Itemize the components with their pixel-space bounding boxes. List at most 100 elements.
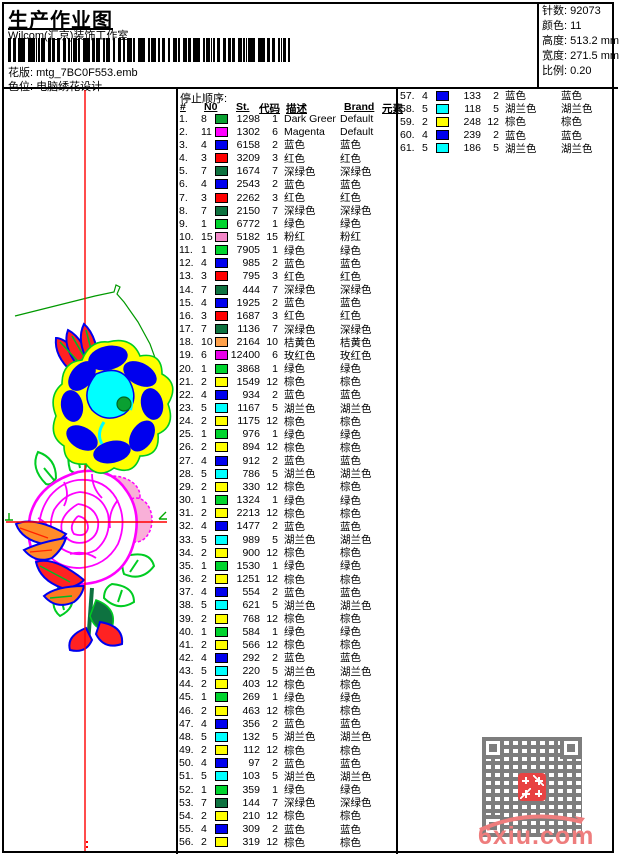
brand-cell: 蓝色 <box>340 823 361 836</box>
stitch-count-cell: 1175 <box>237 415 260 428</box>
table-row: 4. 3 3209 3 红色 红色 <box>179 151 395 165</box>
description-cell: 蓝色 <box>284 139 305 152</box>
stop-seq-cell: 15. <box>179 296 194 309</box>
table-row: 57. 4 133 2 蓝色 蓝色 <box>400 89 616 103</box>
brand-cell: 棕色 <box>340 744 361 757</box>
needle-number-cell: 1 <box>201 625 207 638</box>
table-row: 43. 5 220 5 湖兰色 湖兰色 <box>179 665 395 678</box>
table-row: 9. 1 6772 1 绿色 绿色 <box>179 217 395 231</box>
width-label: 宽度: <box>542 50 568 62</box>
description-cell: 棕色 <box>284 507 305 520</box>
brand-cell: Default <box>340 125 374 138</box>
color-swatch <box>215 468 228 479</box>
brand-cell: 玫红色 <box>340 349 372 362</box>
stitch-count-cell: 444 <box>242 283 260 296</box>
table-row: 11. 1 7905 1 绿色 绿色 <box>179 244 395 257</box>
color-swatch <box>215 560 228 571</box>
code-cell: 2 <box>272 823 278 836</box>
code-cell: 1 <box>272 783 278 796</box>
table-row: 20. 1 3868 1 绿色 绿色 <box>179 362 395 376</box>
table-row: 22. 4 934 2 蓝色 蓝色 <box>179 388 395 402</box>
stop-seq-cell: 56. <box>179 836 194 849</box>
color-swatch <box>215 718 228 729</box>
column-header-code: 代码 <box>259 103 280 115</box>
stop-seq-cell: 12. <box>179 257 194 270</box>
color-swatch <box>215 113 228 124</box>
brand-cell: 绿色 <box>340 494 361 507</box>
needle-number-cell: 2 <box>201 480 207 493</box>
description-cell: 绿色 <box>284 560 305 573</box>
needle-number-cell: 5 <box>422 102 428 115</box>
stitch-count-cell: 2213 <box>236 507 260 520</box>
stop-seq-cell: 58. <box>400 102 415 115</box>
code-cell: 1 <box>272 494 278 507</box>
description-cell: 棕色 <box>505 116 526 129</box>
needle-number-cell: 2 <box>201 441 207 454</box>
description-cell: 蓝色 <box>284 652 305 665</box>
needle-number-cell: 7 <box>201 165 207 178</box>
code-cell: 12 <box>266 507 278 520</box>
stop-seq-cell: 34. <box>179 546 194 559</box>
stitch-count-cell: 1136 <box>237 323 260 336</box>
needle-number-cell: 5 <box>422 142 428 155</box>
code-cell: 1 <box>272 691 278 704</box>
stop-seq-cell: 18. <box>179 336 194 349</box>
code-cell: 3 <box>272 191 278 204</box>
stop-seq-cell: 10. <box>179 230 194 243</box>
brand-cell: 棕色 <box>561 116 582 129</box>
code-cell: 7 <box>272 796 278 809</box>
needle-number-cell: 1 <box>201 559 207 572</box>
description-cell: 绿色 <box>284 244 305 257</box>
code-cell: 7 <box>272 204 278 217</box>
color-swatch <box>215 824 228 835</box>
needle-number-cell: 4 <box>201 757 207 770</box>
stop-seq-cell: 59. <box>400 115 415 128</box>
description-cell: 棕色 <box>284 639 305 652</box>
brand-cell: 绿色 <box>340 784 361 797</box>
needle-number-cell: 2 <box>201 638 207 651</box>
brand-cell: 深绿色 <box>340 205 372 218</box>
stop-seq-cell: 54. <box>179 809 194 822</box>
needle-number-cell: 15 <box>201 230 213 243</box>
needle-number-cell: 4 <box>201 138 207 151</box>
color-swatch <box>215 771 228 782</box>
qr-finder-top-left <box>482 737 504 759</box>
needle-number-cell: 8 <box>201 112 207 125</box>
table-row: 49. 2 112 12 棕色 棕色 <box>179 744 395 757</box>
stitch-count-cell: 118 <box>464 102 481 115</box>
stitch-count-cell: 900 <box>242 546 260 559</box>
stop-seq-cell: 33. <box>179 533 194 546</box>
table-row: 12. 4 985 2 蓝色 蓝色 <box>179 257 395 270</box>
brand-cell: 粉红 <box>340 231 361 244</box>
needle-number-cell: 4 <box>201 178 207 191</box>
code-cell: 2 <box>272 717 278 730</box>
color-swatch <box>215 376 228 387</box>
code-cell: 2 <box>272 257 278 270</box>
table-row: 30. 1 1324 1 绿色 绿色 <box>179 494 395 507</box>
stitch-count-cell: 3868 <box>236 362 260 375</box>
brand-cell: 绿色 <box>340 218 361 231</box>
description-cell: 绿色 <box>284 428 305 441</box>
stop-seq-cell: 11. <box>179 244 193 257</box>
stitch-count-cell: 463 <box>242 704 260 717</box>
needle-number-cell: 4 <box>201 296 207 309</box>
description-cell: 棕色 <box>284 836 305 849</box>
needle-number-cell: 4 <box>201 651 207 664</box>
table-row: 29. 2 330 12 棕色 棕色 <box>179 480 395 494</box>
color-swatch <box>215 495 228 506</box>
color-swatch <box>215 218 228 229</box>
description-cell: 绿色 <box>284 363 305 376</box>
table-row: 23. 5 1167 5 湖兰色 湖兰色 <box>179 401 395 415</box>
color-swatch <box>215 521 228 532</box>
brand-cell: 红色 <box>340 152 361 165</box>
description-cell: 蓝色 <box>284 718 305 731</box>
table-row: 37. 4 554 2 蓝色 蓝色 <box>179 586 395 599</box>
code-cell: 2 <box>272 388 278 401</box>
stop-seq-cell: 19. <box>179 349 194 362</box>
brand-cell: 绿色 <box>340 691 361 704</box>
brand-cell: 深绿色 <box>340 323 372 336</box>
description-cell: 湖兰色 <box>284 665 316 678</box>
garment-outline <box>14 284 164 381</box>
code-cell: 1 <box>272 244 278 257</box>
needle-number-cell: 5 <box>201 665 207 678</box>
